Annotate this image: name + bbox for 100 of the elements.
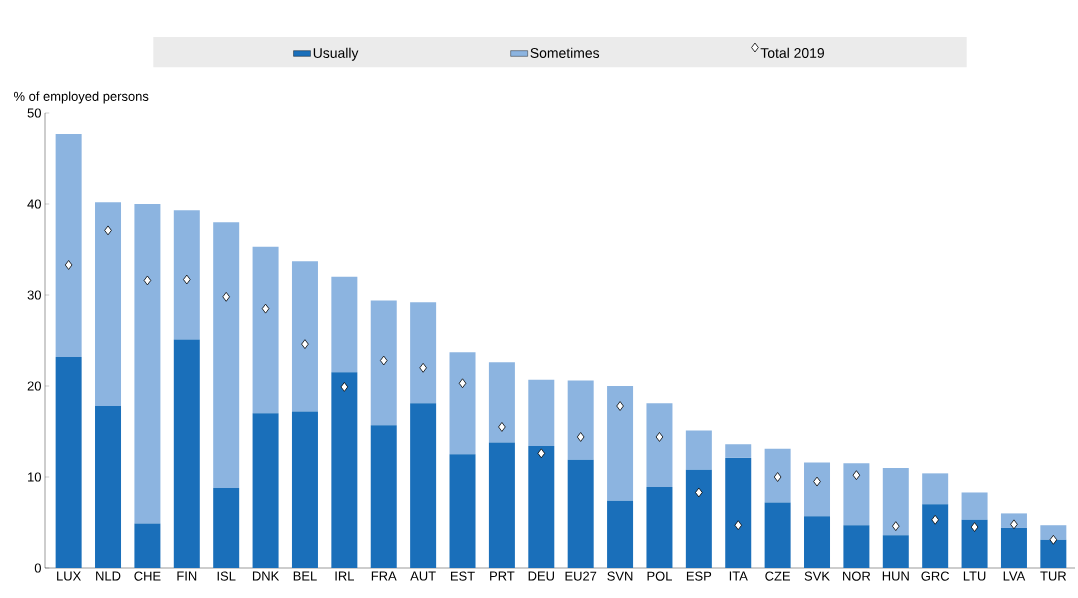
point — [419, 362, 427, 373]
y-axis-title: % of employed persons — [13, 91, 149, 104]
point — [183, 274, 191, 285]
bar — [1040, 539, 1067, 568]
bar — [488, 362, 515, 443]
point — [222, 291, 230, 302]
point — [931, 514, 939, 525]
x-tick-label: ITA — [729, 571, 748, 581]
bar — [961, 519, 988, 568]
point — [970, 522, 979, 532]
bar — [370, 425, 397, 568]
bar — [134, 204, 161, 524]
bar — [646, 403, 673, 488]
point — [892, 521, 900, 532]
point — [498, 422, 506, 432]
bar — [55, 356, 82, 568]
point — [537, 448, 546, 459]
bar — [685, 430, 712, 470]
bar — [922, 504, 949, 568]
bar — [488, 442, 515, 568]
point — [813, 476, 821, 487]
y-tick-label: 0 — [34, 563, 41, 573]
bar — [961, 492, 988, 520]
bar — [95, 202, 122, 407]
point — [655, 432, 664, 442]
bar — [804, 462, 831, 517]
x-tick-label: TUR — [1040, 571, 1067, 581]
x-tick-label: GRC — [921, 571, 950, 581]
x-tick-label: ESP — [686, 571, 712, 581]
bar — [567, 380, 594, 460]
x-tick-label: AUT — [410, 571, 436, 581]
bar — [804, 516, 831, 568]
bar — [173, 339, 200, 568]
bar — [685, 469, 712, 568]
y-tick-label: 50 — [27, 108, 41, 118]
x-tick-label: ISL — [217, 571, 236, 581]
bar — [882, 467, 909, 536]
bar — [410, 302, 437, 404]
x-tick-label: CHE — [134, 571, 161, 581]
x-tick-label: PRT — [490, 571, 515, 581]
bar — [725, 457, 752, 568]
x-tick-label: SVK — [804, 571, 830, 581]
bar — [291, 411, 318, 568]
bar — [1040, 525, 1067, 540]
x-tick-label: LUX — [57, 571, 81, 581]
bar — [764, 502, 791, 568]
x-tick-label: EST — [450, 571, 475, 581]
x-tick-label: LVA — [1003, 571, 1026, 581]
bar — [95, 406, 122, 568]
x-tick-label: LTU — [963, 571, 986, 581]
bar — [843, 463, 870, 526]
point — [616, 401, 624, 411]
bar — [725, 444, 752, 458]
bar — [410, 403, 437, 568]
bar — [607, 386, 634, 501]
x-tick-label: IRL — [335, 571, 355, 581]
x-tick-label: DEU — [528, 571, 554, 581]
legend-label: Total 2019 — [760, 47, 824, 58]
point — [64, 260, 73, 270]
y-tick-label: 20 — [27, 381, 41, 391]
y-tick-label: 10 — [28, 472, 41, 482]
bar — [882, 535, 909, 568]
bar — [331, 372, 358, 568]
point — [104, 225, 112, 236]
point — [340, 382, 349, 392]
legend-label: Usually — [313, 47, 359, 61]
x-tick-label: DNK — [252, 571, 280, 581]
bar — [528, 379, 555, 447]
bar — [55, 133, 82, 357]
bar — [449, 454, 476, 568]
bar — [134, 523, 161, 568]
y-tick-label: 40 — [27, 199, 41, 209]
point — [734, 520, 742, 531]
bar — [1000, 527, 1027, 568]
bar — [567, 459, 594, 568]
x-tick-label: BEL — [293, 571, 317, 581]
bar — [173, 210, 200, 340]
x-tick-label: NLD — [96, 571, 121, 581]
bar — [922, 473, 949, 505]
bar — [213, 222, 240, 488]
x-tick-label: FIN — [177, 571, 197, 581]
point — [143, 275, 152, 286]
bar — [252, 246, 279, 414]
x-tick-label: HUN — [882, 571, 909, 581]
point — [576, 432, 585, 442]
point — [852, 470, 861, 481]
x-tick-label: SVN — [607, 571, 633, 581]
legend-label: Sometimes — [530, 47, 600, 58]
bar — [764, 448, 791, 503]
bar — [252, 413, 279, 568]
x-tick-label: FRA — [371, 571, 397, 581]
point — [301, 339, 309, 350]
bar — [449, 352, 476, 455]
bar — [843, 525, 870, 568]
bar — [291, 261, 318, 412]
x-tick-label: POL — [647, 571, 672, 581]
bar — [646, 487, 673, 568]
x-tick-label: NOR — [843, 571, 871, 581]
point — [773, 472, 782, 482]
bar — [607, 500, 634, 568]
